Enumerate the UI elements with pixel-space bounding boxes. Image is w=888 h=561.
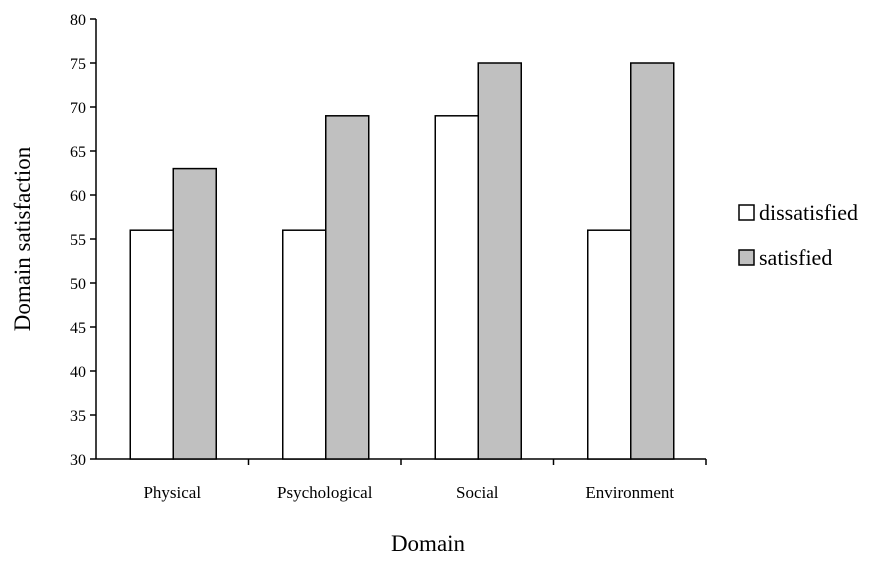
x-axis-category-labels: Physical Psychological Social Environment [143,483,674,502]
legend-swatch-dissatisfied [738,204,755,221]
y-tick-label: 30 [70,452,86,469]
bar-dissatisfied-psychological [282,229,327,460]
legend: dissatisfied satisfied [738,200,858,270]
x-category-label: Environment [585,483,674,502]
y-tick-label: 60 [70,188,86,205]
legend-label-dissatisfied: dissatisfied [759,200,858,225]
bar-dissatisfied-social [434,115,479,460]
y-axis-ticks: 30 35 40 45 50 55 60 65 70 75 80 [70,12,96,469]
y-tick-label: 75 [70,56,86,73]
y-tick-label: 80 [70,12,86,29]
x-category-label: Physical [143,483,201,502]
bars [129,62,675,460]
x-axis-title: Domain [391,531,466,556]
y-tick-label: 50 [70,276,86,293]
bar-dissatisfied-physical [129,229,174,460]
y-axis-title: Domain satisfaction [10,146,35,331]
y-tick-label: 55 [70,232,86,249]
y-tick-label: 40 [70,364,86,381]
bar-satisfied-physical [172,167,217,460]
y-tick-label: 35 [70,408,86,425]
y-tick-label: 65 [70,144,86,161]
x-category-label: Psychological [277,483,373,502]
y-tick-label: 70 [70,100,86,117]
legend-label-satisfied: satisfied [759,245,832,270]
bar-satisfied-social [477,62,522,460]
bar-dissatisfied-environment [587,229,632,460]
bar-satisfied-environment [630,62,675,460]
legend-swatch-satisfied [738,249,755,266]
bar-satisfied-psychological [325,115,370,460]
y-tick-label: 45 [70,320,86,337]
x-category-label: Social [456,483,499,502]
